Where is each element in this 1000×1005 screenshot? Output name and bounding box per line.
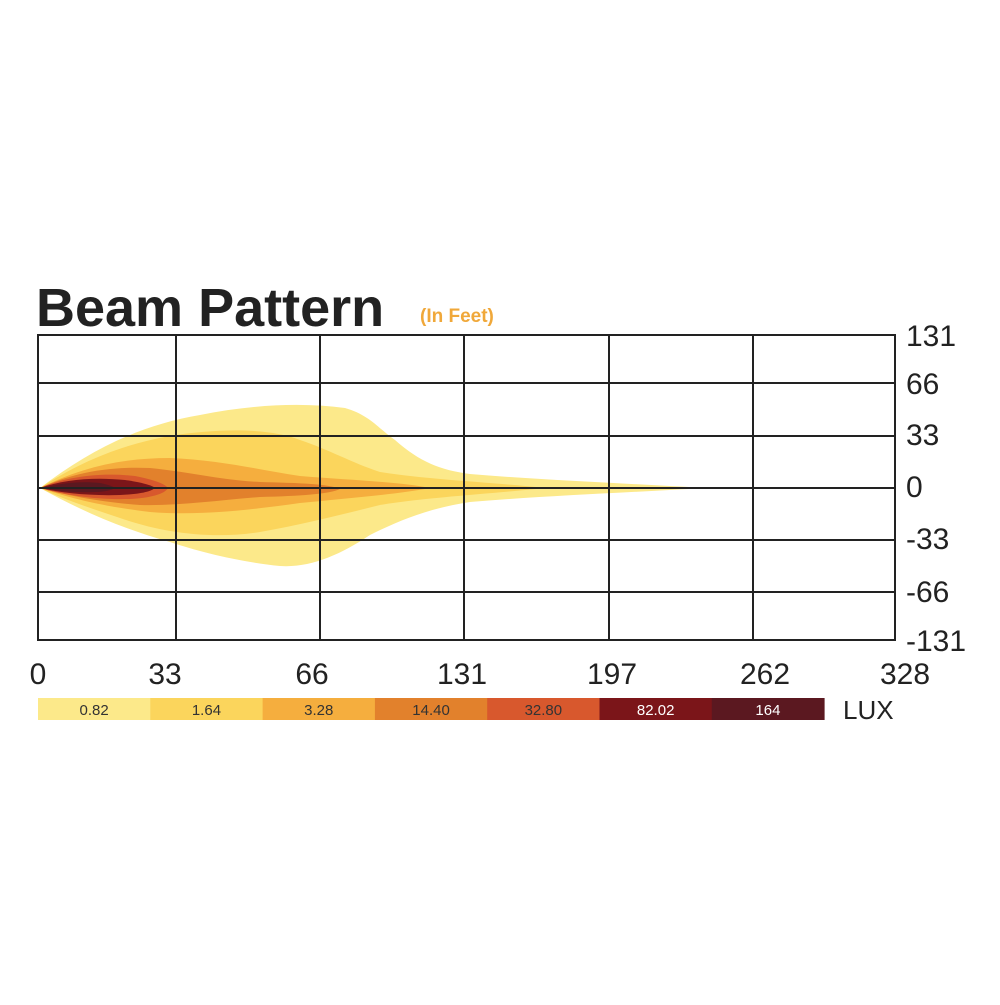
x-label: 33 — [148, 658, 181, 691]
legend-label: 1.64 — [192, 702, 221, 719]
y-label: -33 — [906, 523, 949, 556]
y-label: -66 — [906, 576, 949, 609]
y-label: 33 — [906, 419, 939, 452]
legend-label: 3.28 — [304, 702, 333, 719]
x-label: 66 — [295, 658, 328, 691]
legend-swatch — [599, 698, 713, 720]
title: Beam Pattern — [36, 278, 384, 338]
x-label: 0 — [30, 658, 47, 691]
subtitle: (In Feet) — [420, 306, 494, 327]
y-label: 66 — [906, 368, 939, 401]
legend-swatch — [711, 698, 825, 720]
legend-swatch — [262, 698, 376, 720]
legend-swatch — [374, 698, 488, 720]
legend-swatch — [38, 698, 151, 720]
x-label: 262 — [740, 658, 790, 691]
x-label: 328 — [880, 658, 930, 691]
legend-swatch — [487, 698, 600, 720]
x-label: 197 — [587, 658, 637, 691]
legend-label: 82.02 — [637, 702, 675, 719]
beam-shapes — [40, 404, 705, 567]
legend-label: 0.82 — [80, 702, 109, 719]
legend-label: 164 — [755, 702, 780, 719]
legend-unit: LUX — [843, 695, 894, 725]
legend-label: 14.40 — [412, 702, 450, 719]
legend-label: 32.80 — [525, 702, 563, 719]
y-label: -131 — [906, 625, 966, 658]
x-label: 131 — [437, 658, 487, 691]
grid — [37, 334, 896, 641]
y-label: 131 — [906, 320, 956, 353]
legend-swatch — [150, 698, 264, 720]
y-label: 0 — [906, 471, 923, 504]
